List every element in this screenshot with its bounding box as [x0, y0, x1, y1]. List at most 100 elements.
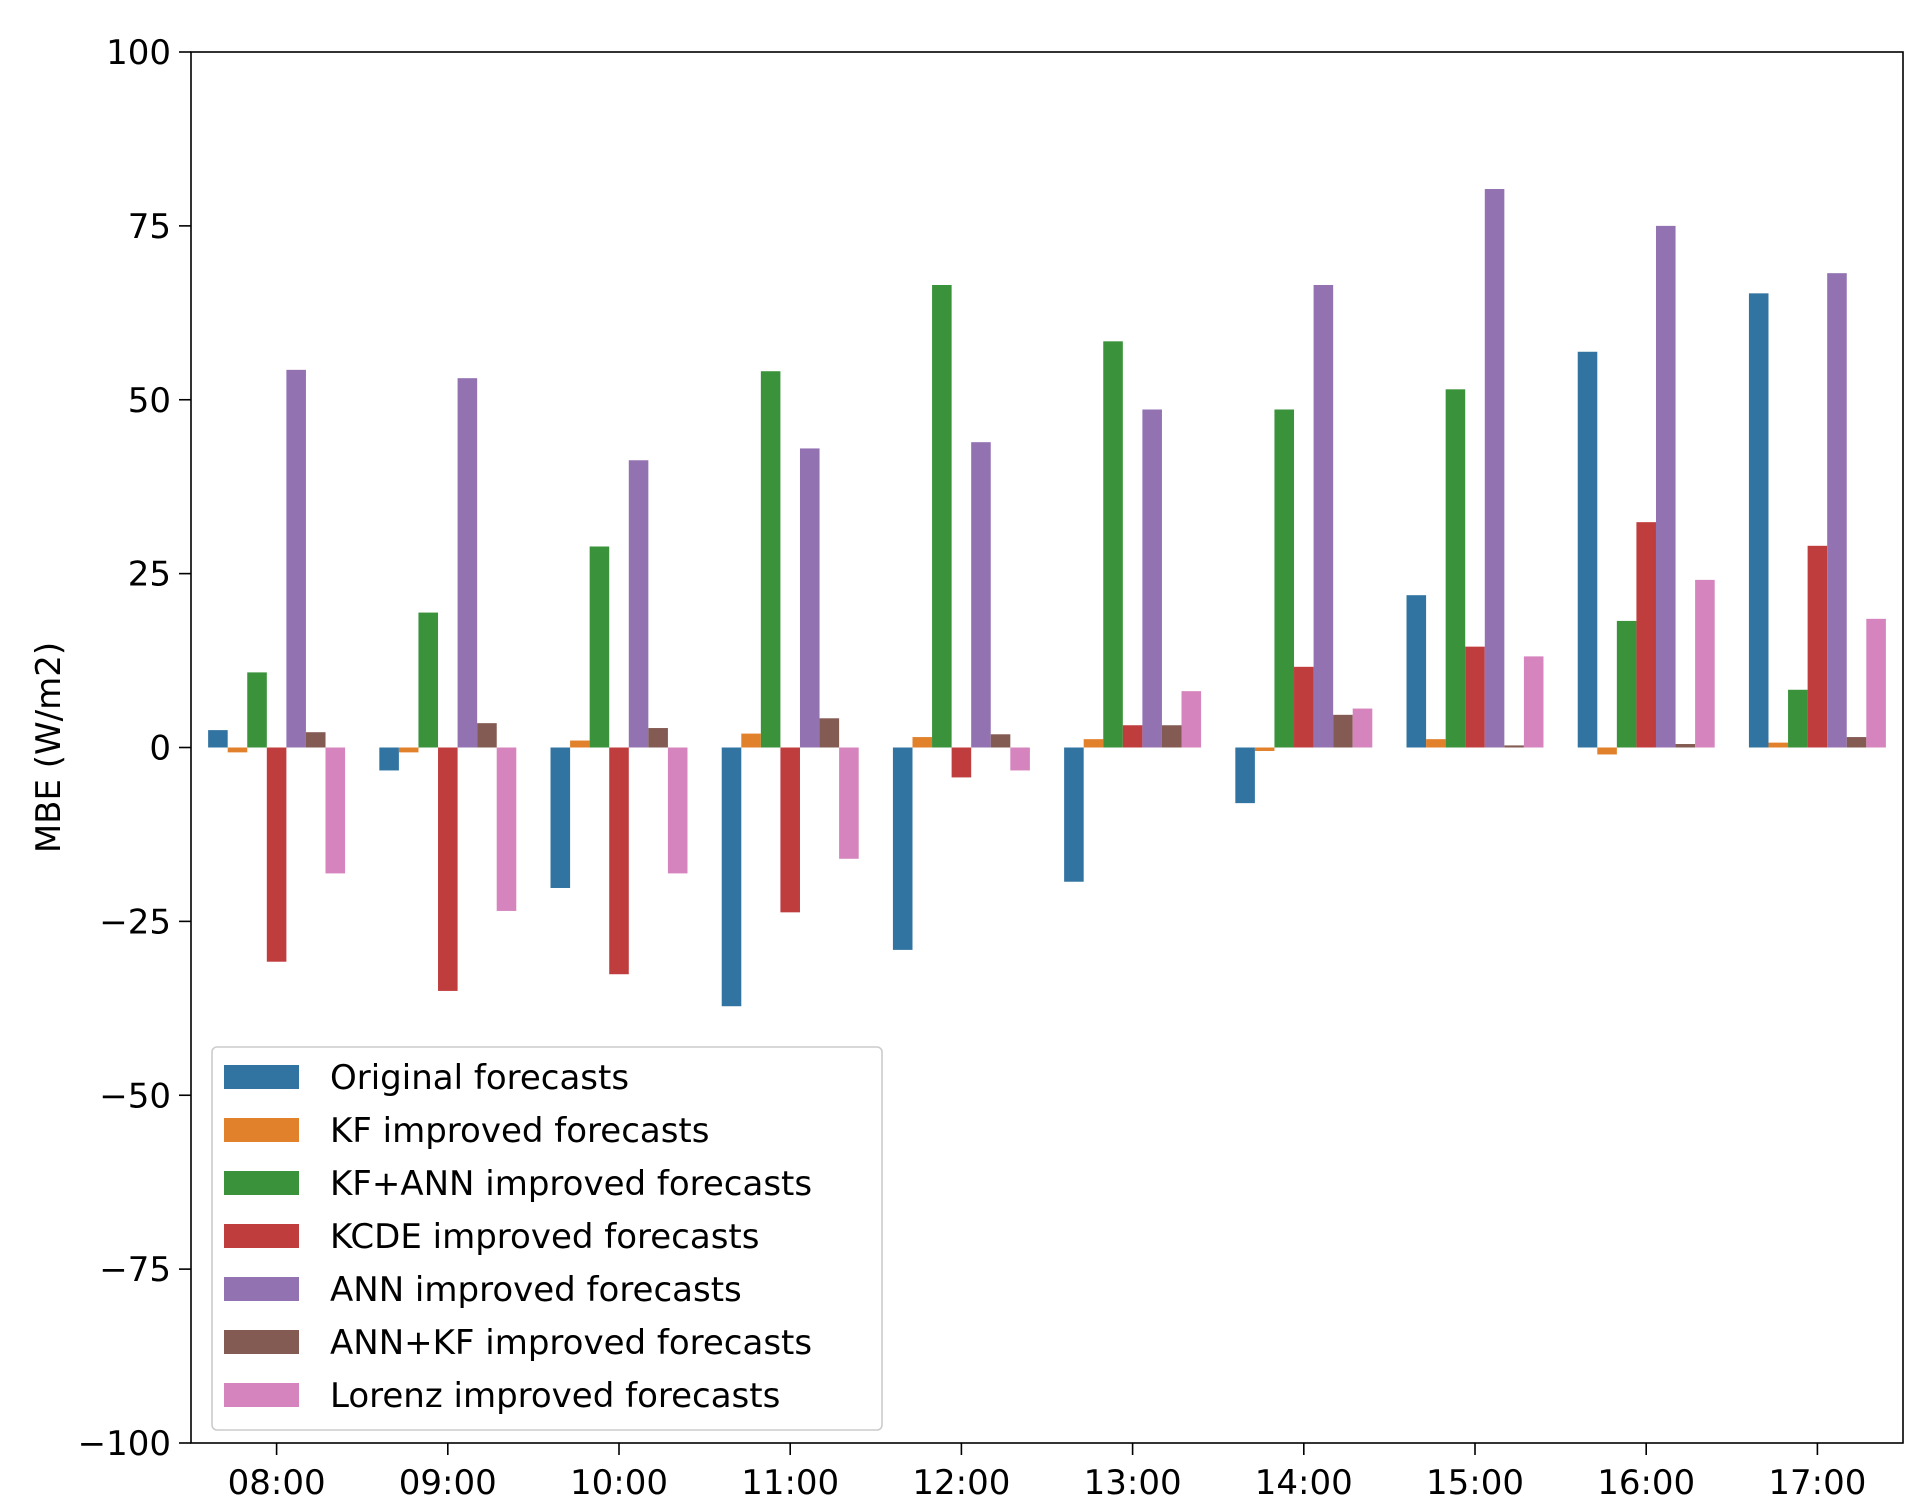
bar-kf-improved-forecasts-12-00: [912, 737, 933, 748]
bar-kf-ann-improved-forecasts-11-00: [760, 371, 781, 748]
bar-kcde-improved-forecasts-10-00: [609, 747, 629, 975]
x-tick-label: 15:00: [1426, 1463, 1524, 1499]
bar-lorenz-improved-forecasts-16-00: [1695, 579, 1715, 748]
bar-ann-kf-improved-forecasts-13-00: [1161, 725, 1182, 748]
bar-ann-kf-improved-forecasts-15-00: [1504, 745, 1524, 748]
bar-kcde-improved-forecasts-16-00: [1636, 522, 1656, 748]
bar-kcde-improved-forecasts-13-00: [1122, 725, 1143, 748]
legend-label-kcde-improved-forecasts: KCDE improved forecasts: [330, 1217, 759, 1257]
bar-ann-improved-forecasts-16-00: [1655, 225, 1676, 748]
bar-original-forecasts-12-00: [892, 747, 913, 950]
bar-kf-ann-improved-forecasts-12-00: [932, 284, 952, 748]
bar-ann-kf-improved-forecasts-16-00: [1675, 744, 1696, 748]
bar-lorenz-improved-forecasts-13-00: [1181, 691, 1202, 748]
bar-kcde-improved-forecasts-12-00: [951, 747, 972, 778]
bar-ann-kf-improved-forecasts-17-00: [1846, 737, 1867, 748]
bar-ann-improved-forecasts-11-00: [799, 448, 820, 748]
bar-ann-kf-improved-forecasts-08-00: [305, 732, 326, 748]
y-tick-label: 75: [128, 207, 171, 247]
bar-lorenz-improved-forecasts-17-00: [1866, 618, 1886, 748]
bar-original-forecasts-11-00: [721, 747, 742, 1007]
bar-kf-improved-forecasts-15-00: [1426, 739, 1446, 748]
bar-ann-kf-improved-forecasts-10-00: [648, 728, 668, 748]
legend-label-ann-kf-improved-forecasts: ANN+KF improved forecasts: [330, 1323, 812, 1363]
legend-swatch-kcde-improved-forecasts: [224, 1224, 299, 1248]
y-tick-label: 100: [106, 33, 171, 73]
bar-ann-improved-forecasts-15-00: [1484, 189, 1505, 748]
x-tick-label: 14:00: [1255, 1463, 1353, 1499]
bar-ann-improved-forecasts-17-00: [1827, 273, 1847, 748]
bar-kcde-improved-forecasts-08-00: [266, 747, 287, 962]
y-tick-label: 25: [128, 555, 171, 595]
bar-ann-improved-forecasts-12-00: [971, 442, 991, 748]
legend-label-original-forecasts: Original forecasts: [330, 1058, 629, 1098]
bar-ann-improved-forecasts-08-00: [286, 369, 306, 748]
bar-kcde-improved-forecasts-14-00: [1294, 666, 1314, 748]
x-tick-label: 10:00: [570, 1463, 668, 1499]
x-tick-label: 08:00: [228, 1463, 326, 1499]
bar-ann-kf-improved-forecasts-09-00: [477, 723, 497, 748]
bar-lorenz-improved-forecasts-12-00: [1010, 747, 1030, 771]
bar-original-forecasts-08-00: [208, 730, 228, 748]
bar-kf-improved-forecasts-09-00: [398, 747, 419, 753]
legend-box: [211, 1046, 883, 1431]
bar-kf-improved-forecasts-13-00: [1083, 739, 1104, 748]
bar-ann-improved-forecasts-13-00: [1142, 409, 1162, 748]
bar-original-forecasts-10-00: [550, 747, 571, 888]
bar-kf-ann-improved-forecasts-09-00: [418, 612, 439, 748]
x-tick-label: 11:00: [741, 1463, 839, 1499]
bar-original-forecasts-15-00: [1406, 595, 1427, 748]
bar-kf-improved-forecasts-10-00: [570, 740, 590, 748]
bar-ann-improved-forecasts-10-00: [628, 460, 649, 748]
x-tick-label: 17:00: [1768, 1463, 1866, 1499]
bar-kf-improved-forecasts-08-00: [227, 747, 248, 753]
y-tick-label: −50: [99, 1076, 171, 1116]
legend-label-kf-improved-forecasts: KF improved forecasts: [330, 1111, 709, 1151]
bar-kf-ann-improved-forecasts-15-00: [1445, 389, 1466, 748]
x-tick-label: 09:00: [399, 1463, 497, 1499]
x-tick-label: 12:00: [912, 1463, 1010, 1499]
bar-kf-ann-improved-forecasts-08-00: [247, 672, 267, 748]
bar-kcde-improved-forecasts-17-00: [1807, 545, 1828, 748]
bar-kf-ann-improved-forecasts-16-00: [1616, 620, 1637, 748]
bar-ann-kf-improved-forecasts-12-00: [990, 734, 1011, 748]
x-tick-label: 16:00: [1597, 1463, 1695, 1499]
bar-kf-improved-forecasts-11-00: [741, 733, 761, 748]
legend-swatch-kf-improved-forecasts: [224, 1118, 299, 1142]
bar-kf-ann-improved-forecasts-17-00: [1788, 689, 1808, 748]
bar-lorenz-improved-forecasts-08-00: [325, 747, 346, 874]
legend-swatch-ann-improved-forecasts: [224, 1277, 299, 1301]
bar-kf-improved-forecasts-17-00: [1768, 742, 1789, 748]
y-tick-label: −25: [99, 902, 171, 942]
bar-original-forecasts-09-00: [379, 747, 399, 771]
bar-ann-improved-forecasts-09-00: [457, 378, 478, 748]
bar-kf-ann-improved-forecasts-14-00: [1274, 409, 1295, 748]
bar-original-forecasts-17-00: [1748, 293, 1769, 748]
bar-ann-improved-forecasts-14-00: [1313, 284, 1334, 748]
bar-kcde-improved-forecasts-09-00: [438, 747, 458, 991]
legend-swatch-lorenz-improved-forecasts: [224, 1383, 299, 1407]
bar-original-forecasts-14-00: [1235, 747, 1255, 804]
bar-kf-improved-forecasts-16-00: [1597, 747, 1617, 755]
bar-lorenz-improved-forecasts-15-00: [1523, 656, 1544, 748]
bar-kcde-improved-forecasts-11-00: [780, 747, 800, 913]
y-tick-label: 50: [128, 381, 171, 421]
bar-lorenz-improved-forecasts-14-00: [1352, 708, 1373, 748]
y-tick-label: 0: [149, 729, 171, 769]
bar-ann-kf-improved-forecasts-14-00: [1333, 714, 1353, 748]
legend-swatch-kf-ann-improved-forecasts: [224, 1171, 299, 1195]
bar-kf-improved-forecasts-14-00: [1254, 747, 1275, 751]
bar-original-forecasts-13-00: [1064, 747, 1084, 882]
bar-lorenz-improved-forecasts-11-00: [839, 747, 859, 859]
bar-ann-kf-improved-forecasts-11-00: [819, 718, 840, 748]
legend-label-kf-ann-improved-forecasts: KF+ANN improved forecasts: [330, 1164, 812, 1204]
y-tick-label: −75: [99, 1250, 171, 1290]
x-tick-label: 13:00: [1084, 1463, 1182, 1499]
bar-original-forecasts-16-00: [1577, 351, 1598, 748]
legend-swatch-original-forecasts: [224, 1065, 299, 1089]
bar-lorenz-improved-forecasts-09-00: [496, 747, 517, 911]
y-axis-label: MBE (W/m2): [29, 642, 69, 853]
bar-lorenz-improved-forecasts-10-00: [667, 747, 688, 874]
